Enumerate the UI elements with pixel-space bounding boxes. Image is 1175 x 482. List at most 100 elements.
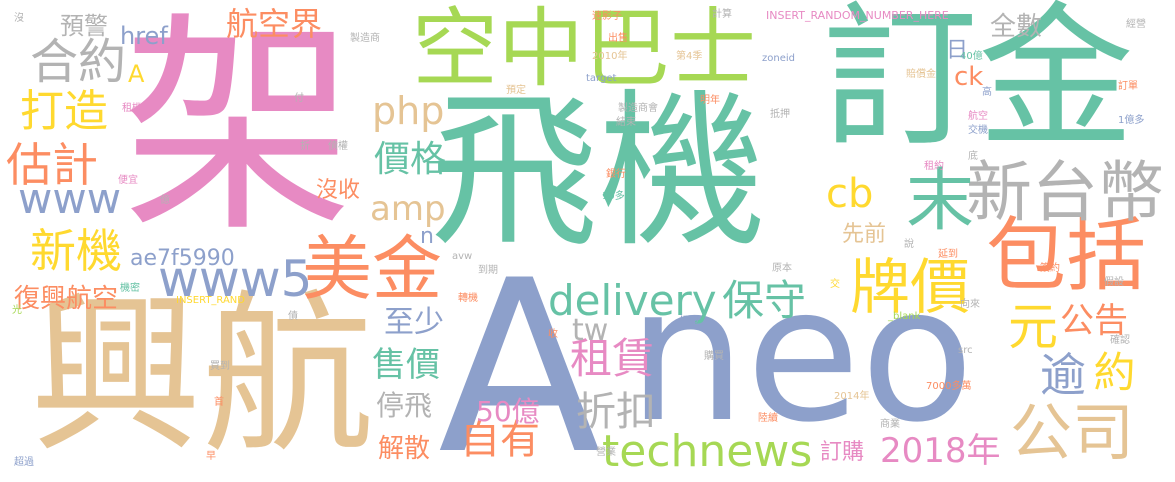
word: INSERT_RAND — [176, 296, 245, 306]
word: www — [18, 178, 121, 220]
word: 賠償金 — [906, 70, 936, 80]
word: zoneid — [762, 54, 795, 64]
word: 保守 — [722, 280, 806, 322]
word: avw — [452, 252, 472, 262]
word: 打造 — [20, 90, 108, 134]
word: 50億 — [476, 398, 540, 426]
word: 折扣 — [576, 392, 656, 432]
word: php — [372, 92, 444, 130]
word: 1億多 — [1118, 116, 1144, 126]
word: 首 — [214, 398, 224, 408]
word: target — [586, 74, 616, 84]
word: 至少 — [384, 308, 444, 338]
word: 40億 — [960, 52, 983, 62]
word: 公告 — [1060, 304, 1128, 338]
word: 訂購 — [820, 442, 864, 464]
word: ck — [954, 64, 983, 90]
word: 營業 — [596, 448, 616, 458]
word: 底 — [968, 152, 978, 162]
word: 價格 — [374, 142, 446, 178]
word: 向來 — [960, 300, 980, 310]
word: _blank — [888, 312, 920, 322]
word: 航空 — [968, 112, 988, 122]
word: 付 — [294, 94, 304, 104]
word: 解散 — [378, 436, 430, 462]
word: 2010年 — [592, 52, 627, 62]
word: 經營 — [1126, 20, 1146, 30]
word: 製造商會 — [618, 104, 658, 114]
word: 2014年 — [834, 392, 869, 402]
word: cb — [826, 174, 873, 214]
word: 早 — [206, 452, 216, 462]
word: 債權 — [328, 142, 348, 152]
word: 租機 — [122, 104, 142, 114]
word: img — [680, 314, 699, 324]
word: 合約 — [30, 38, 126, 86]
word: 購買 — [704, 352, 724, 362]
word: 新機 — [30, 228, 122, 274]
word: 結束 — [616, 118, 636, 128]
word: 計算 — [712, 10, 732, 20]
word: src — [958, 346, 973, 356]
word: 億 — [160, 196, 170, 206]
word: 確認 — [1110, 336, 1130, 346]
word: 轉機 — [458, 294, 478, 304]
word: 2018年 — [880, 434, 1001, 468]
word: 銀行 — [606, 170, 626, 180]
word: INSERT_RANDOM_NUMBER_HERE — [766, 10, 949, 21]
word: 機密 — [120, 284, 140, 294]
word: href — [120, 24, 168, 48]
word: 全數 — [990, 14, 1042, 40]
word: 延到 — [938, 250, 958, 260]
word: 超過 — [14, 458, 34, 468]
word: 抵押 — [770, 110, 790, 120]
word: tw — [572, 316, 608, 346]
word: 空中巴士 — [412, 6, 756, 92]
word: 停飛 — [376, 392, 432, 420]
word: 約 — [1090, 350, 1132, 392]
word: 陸續 — [758, 414, 778, 424]
word: 原本 — [772, 264, 792, 274]
word: 公司 — [1010, 402, 1134, 464]
word: 興航 — [30, 290, 374, 462]
word: 租約 — [924, 162, 944, 172]
word: 假設 — [1104, 278, 1124, 288]
word: 末 — [906, 168, 974, 236]
word: 債 — [288, 312, 298, 322]
word: 復興航空 — [14, 286, 118, 312]
word: 速影子 — [592, 12, 622, 22]
word: 便宜 — [118, 176, 138, 186]
word: 收 — [548, 330, 558, 340]
word: technews — [602, 430, 812, 474]
word: 說 — [904, 240, 914, 250]
word: 7000多萬 — [926, 382, 971, 392]
word: 沒收 — [316, 180, 360, 202]
word: 簽約 — [1040, 264, 1060, 274]
word: amp — [370, 192, 446, 226]
word: 沒 — [14, 14, 24, 24]
word: 折 — [300, 142, 310, 152]
word: n — [420, 226, 434, 248]
word: 航空界 — [226, 8, 322, 40]
word: 10多億 — [602, 192, 635, 202]
word: 逾 — [1040, 352, 1086, 398]
word: 元 — [1008, 302, 1058, 352]
word: 買到 — [210, 362, 230, 372]
word: ae7f5990 — [130, 248, 235, 270]
word: 到期 — [478, 266, 498, 276]
word: 高 — [982, 88, 992, 98]
word: 出售 — [608, 34, 628, 44]
word: 牌價 — [850, 258, 970, 318]
word: 第4季 — [676, 52, 702, 62]
word: 訂單 — [1118, 82, 1138, 92]
word: 商業 — [880, 420, 900, 430]
word: 先前 — [842, 224, 886, 246]
word: 交 — [830, 280, 840, 290]
word: 製造商 — [350, 34, 380, 44]
word: 交機 — [968, 126, 988, 136]
word: A — [128, 62, 144, 86]
word: 新台幣 — [966, 160, 1164, 226]
word: 預警 — [60, 14, 108, 38]
word: 預定 — [506, 86, 526, 96]
word: 明年 — [700, 96, 720, 106]
